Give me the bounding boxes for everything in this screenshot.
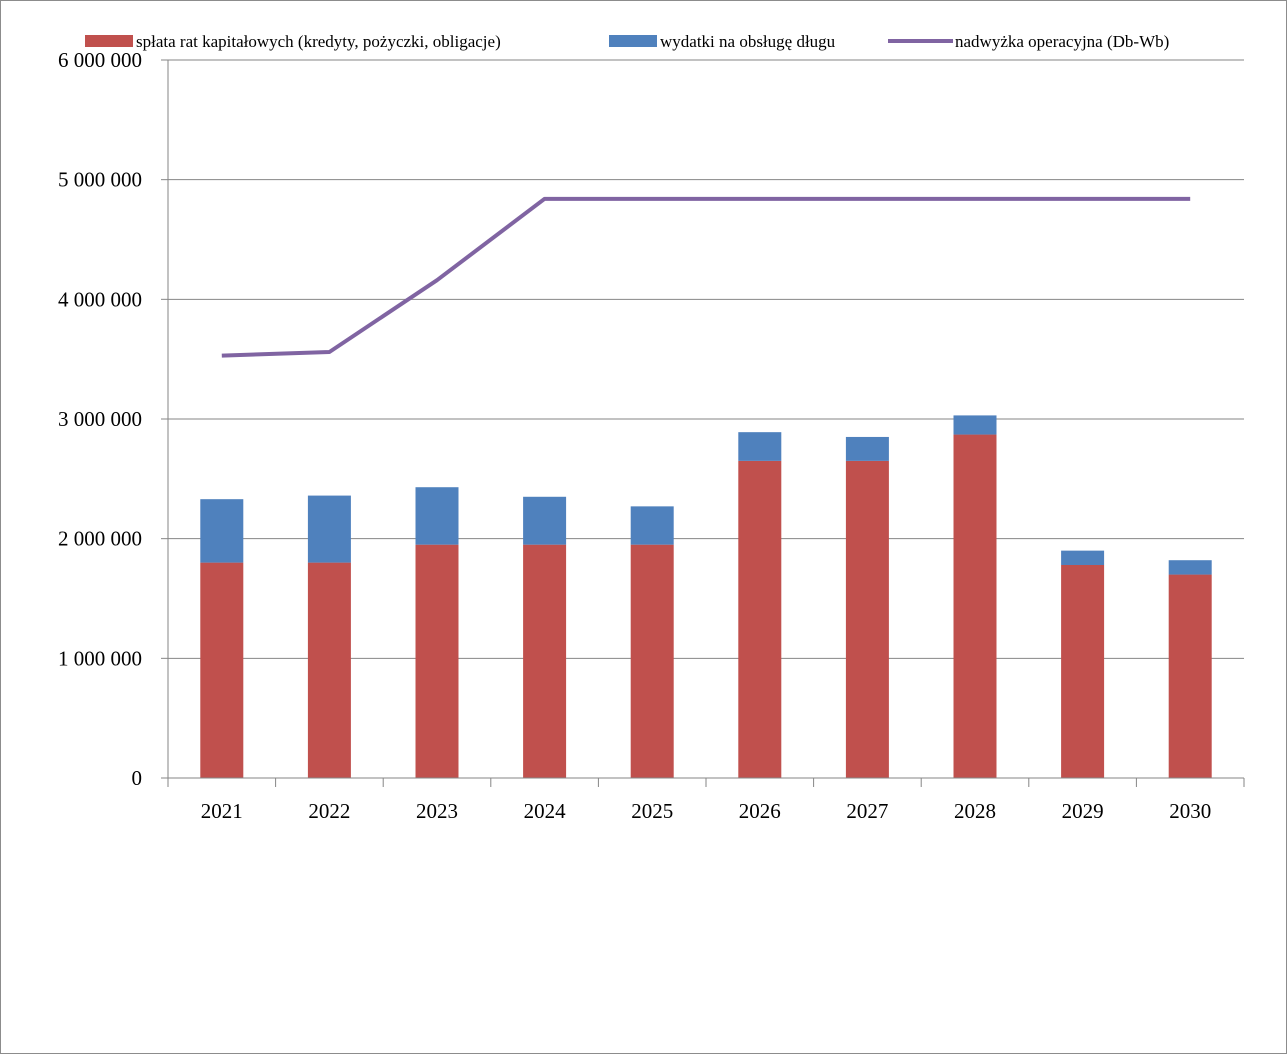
line-operating-surplus xyxy=(221,196,1191,358)
legend-operating-surplus: nadwyżka operacyjna (Db-Wb) xyxy=(888,32,1169,51)
bar-capital-repayment xyxy=(1061,564,1105,778)
legend-label: nadwyżka operacyjna (Db-Wb) xyxy=(955,32,1169,51)
x-tick-label: 2027 xyxy=(846,799,888,823)
x-tick-label: 2026 xyxy=(739,799,781,823)
y-tick-label: 4 000 000 xyxy=(58,287,142,311)
bar-debt-service xyxy=(200,499,244,563)
bar-debt-service xyxy=(415,487,459,545)
bar-debt-service xyxy=(953,415,997,435)
legend-swatch xyxy=(609,35,657,47)
legend-label: wydatki na obsługę długu xyxy=(660,32,836,51)
bar-debt-service xyxy=(1168,560,1212,575)
bar-debt-service xyxy=(630,506,674,545)
x-tick-label: 2030 xyxy=(1169,799,1211,823)
y-tick-label: 3 000 000 xyxy=(58,407,142,431)
x-tick-label: 2025 xyxy=(631,799,673,823)
y-tick-label: 5 000 000 xyxy=(58,168,142,192)
bar-debt-service xyxy=(1061,550,1105,565)
axes xyxy=(161,59,1245,787)
x-tick-label: 2029 xyxy=(1062,799,1104,823)
bars xyxy=(200,415,1212,778)
bar-capital-repayment xyxy=(845,460,889,778)
legend-debt-service: wydatki na obsługę długu xyxy=(609,32,836,51)
bar-capital-repayment xyxy=(523,544,567,778)
line-series xyxy=(221,196,1191,358)
y-tick-label: 2 000 000 xyxy=(58,527,142,551)
tick-labels: 0 1 000 000 2 000 000 3 000 000 4 000 000 5 0… xyxy=(58,48,1211,823)
bar-capital-repayment xyxy=(307,562,351,778)
legend-capital-repayment: spłata rat kapitałowych (kredyty, pożycz… xyxy=(85,32,501,51)
bar-capital-repayment xyxy=(1168,574,1212,778)
bar-capital-repayment xyxy=(953,434,997,778)
legend-swatch xyxy=(85,35,133,47)
bar-capital-repayment xyxy=(415,544,459,778)
legend-label: spłata rat kapitałowych (kredyty, pożycz… xyxy=(136,32,501,51)
x-tick-label: 2028 xyxy=(954,799,996,823)
bar-debt-service xyxy=(523,496,567,545)
legend: spłata rat kapitałowych (kredyty, pożycz… xyxy=(85,32,1169,51)
y-tick-label: 0 xyxy=(132,766,143,790)
bar-capital-repayment xyxy=(630,544,674,778)
bar-debt-service xyxy=(845,436,889,461)
bar-debt-service xyxy=(738,432,782,461)
x-tick-label: 2021 xyxy=(201,799,243,823)
x-tick-label: 2023 xyxy=(416,799,458,823)
y-tick-label: 6 000 000 xyxy=(58,48,142,72)
bar-capital-repayment xyxy=(200,562,244,778)
x-tick-label: 2024 xyxy=(524,799,567,823)
bar-debt-service xyxy=(307,495,351,563)
y-tick-label: 1 000 000 xyxy=(58,646,142,670)
bar-capital-repayment xyxy=(738,460,782,778)
x-tick-label: 2022 xyxy=(308,799,350,823)
